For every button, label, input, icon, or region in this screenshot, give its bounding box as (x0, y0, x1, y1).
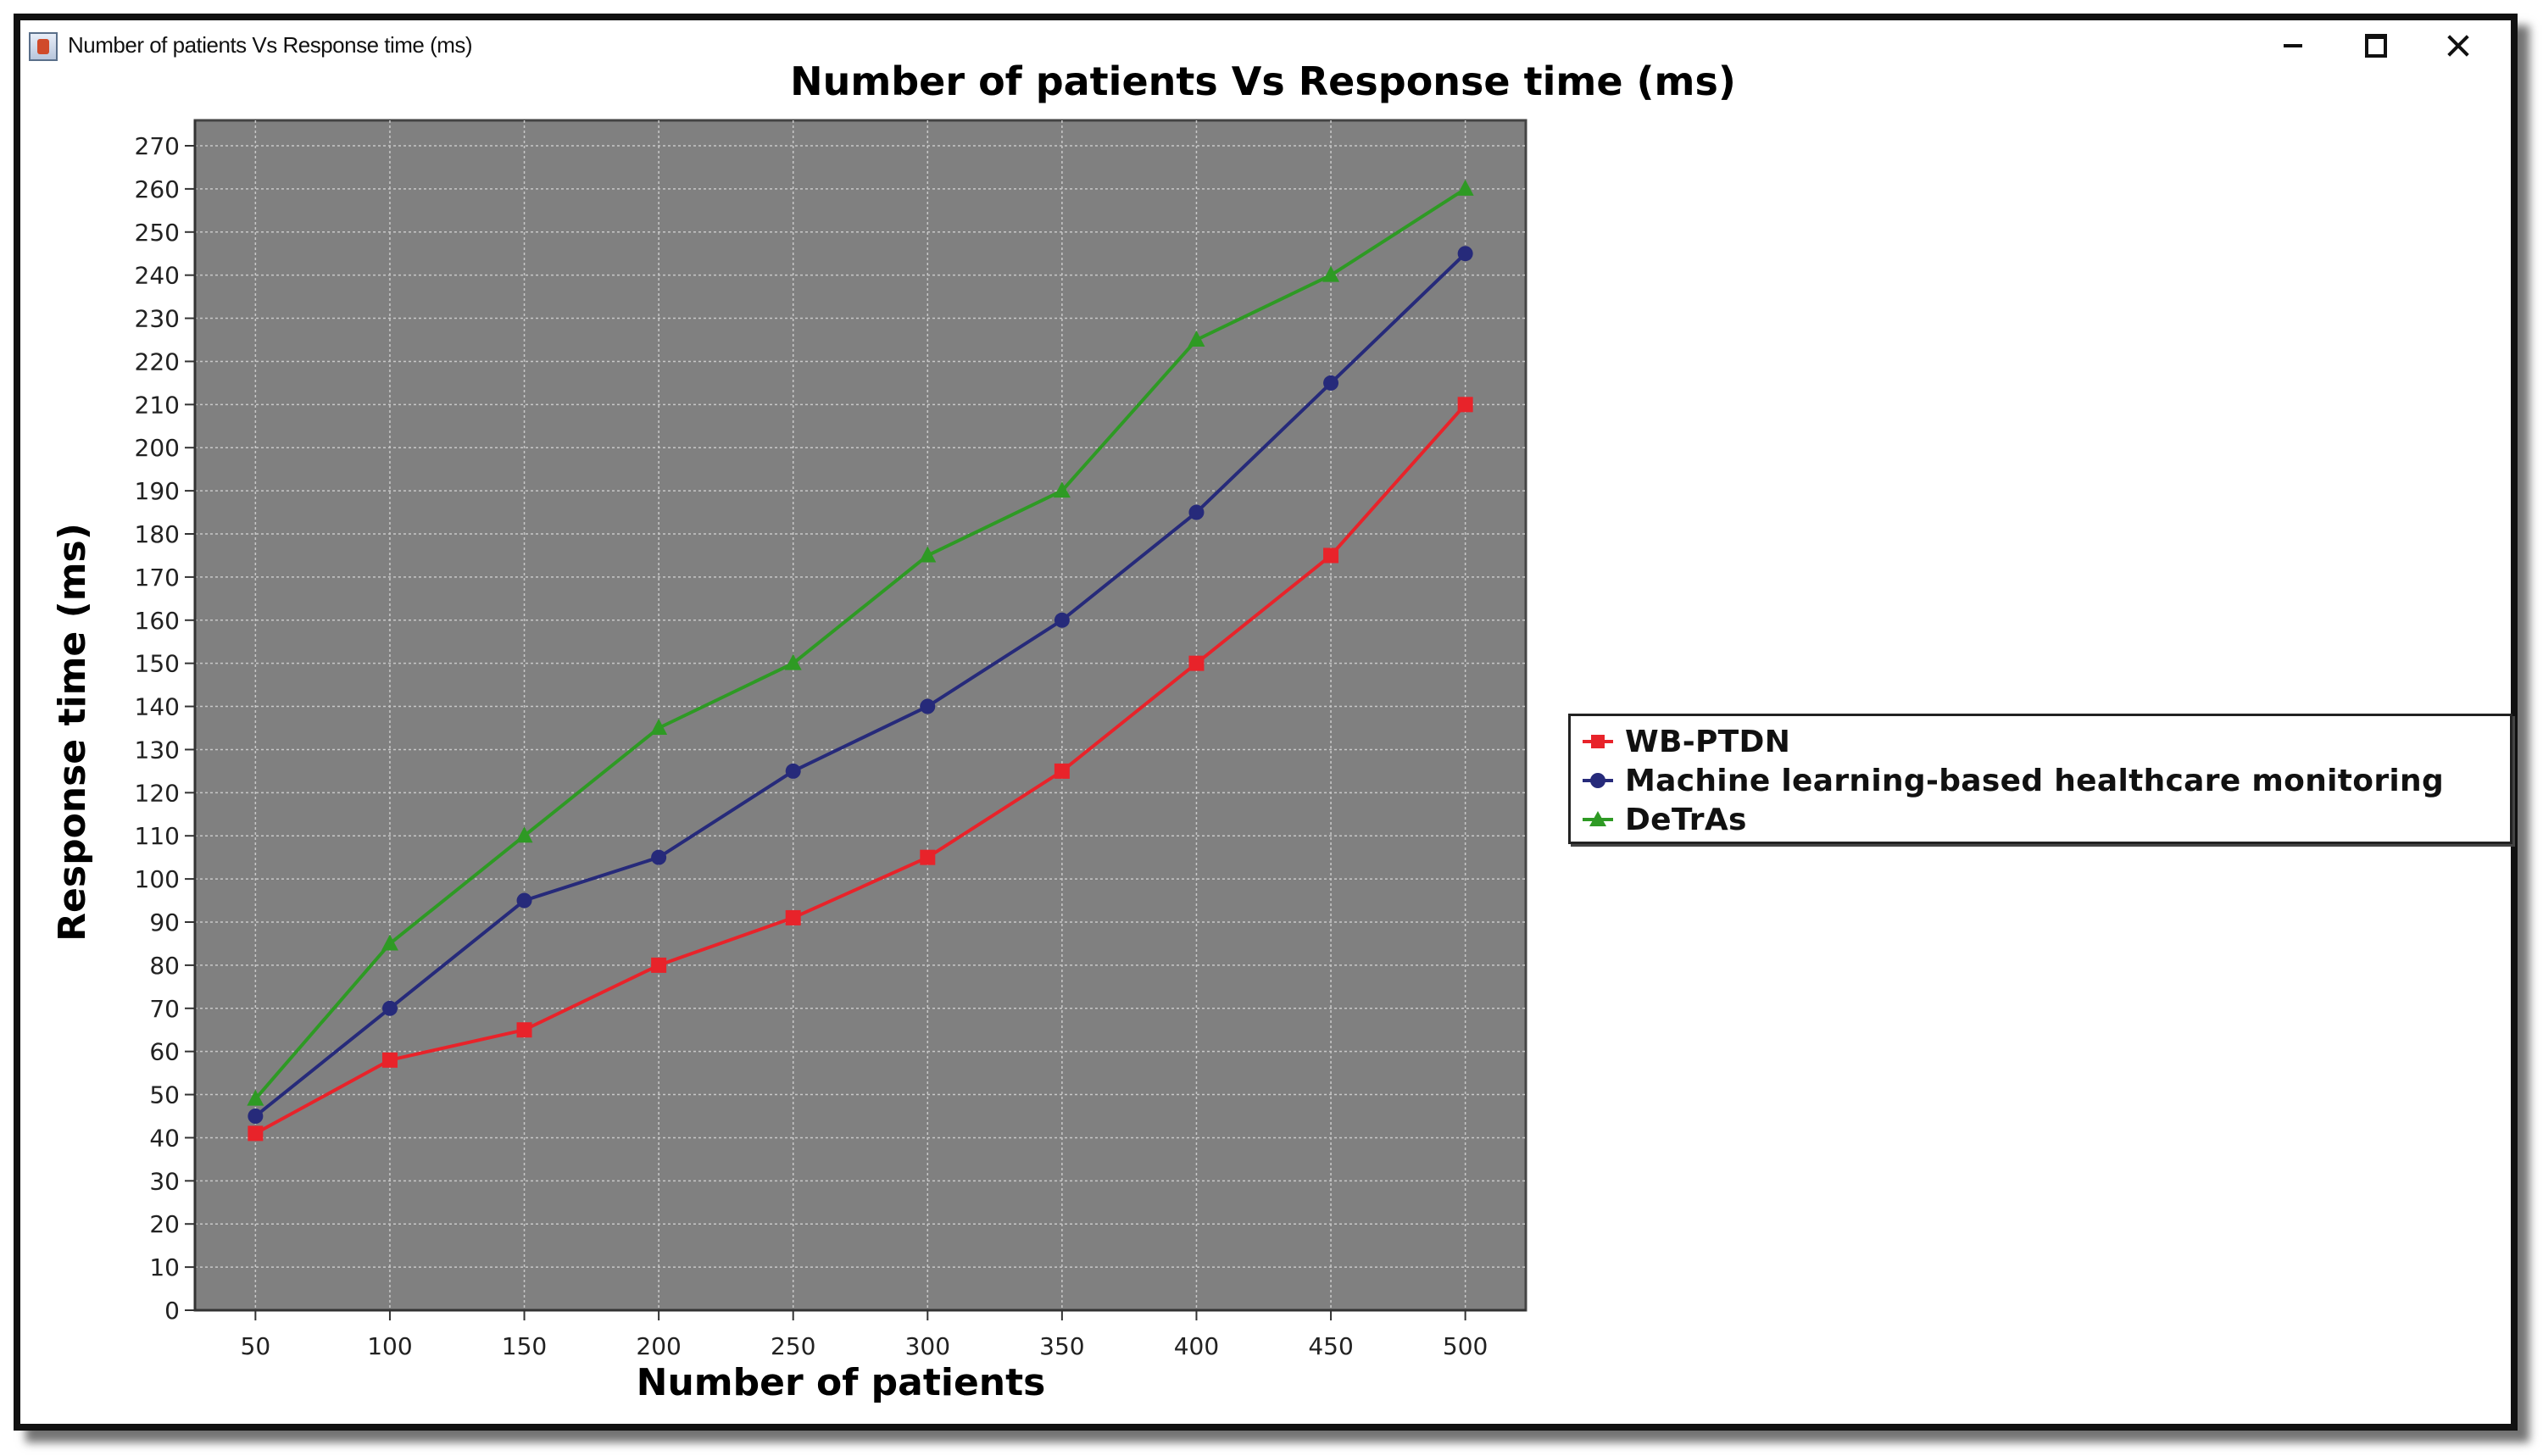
data-point-wb-ptdn (1188, 655, 1205, 671)
legend-circle-marker-icon (1579, 762, 1617, 799)
data-point-detras (650, 719, 668, 735)
y-tick-label: 210 (135, 391, 180, 419)
data-point-detras (1322, 265, 1340, 282)
y-tick-label: 200 (135, 434, 180, 462)
data-point-detras (919, 546, 937, 563)
y-tick-label: 150 (135, 650, 180, 678)
data-point-machine-learning-based-healthcare-monitoring (1188, 504, 1205, 520)
legend-square-marker-icon (1579, 723, 1617, 760)
data-point-machine-learning-based-healthcare-monitoring (381, 1000, 398, 1016)
series-line-wb-ptdn (254, 403, 1467, 1136)
y-tick-label: 110 (135, 822, 180, 850)
legend-item-detras: DeTrAs (1579, 801, 1747, 838)
data-point-wb-ptdn (1323, 547, 1339, 564)
x-tick-label: 500 (1443, 1332, 1488, 1360)
data-point-wb-ptdn (516, 1022, 532, 1038)
x-tick-label: 100 (367, 1332, 412, 1360)
x-tick-label: 250 (771, 1332, 815, 1360)
x-tick-label: 50 (241, 1332, 271, 1360)
x-tick-label: 400 (1174, 1332, 1219, 1360)
maximize-button[interactable] (2348, 25, 2399, 64)
x-tick-label: 350 (1039, 1332, 1084, 1360)
x-tick-label: 300 (905, 1332, 950, 1360)
data-point-detras (1456, 179, 1474, 196)
y-tick-label: 190 (135, 477, 180, 505)
data-point-machine-learning-based-healthcare-monitoring (248, 1109, 264, 1124)
plot-area (193, 119, 1527, 1312)
window-titlebar: Number of patients Vs Response time (ms) (20, 20, 2511, 73)
data-point-machine-learning-based-healthcare-monitoring (651, 849, 667, 865)
y-tick-label: 270 (135, 132, 180, 160)
data-point-wb-ptdn (651, 957, 667, 973)
data-point-detras (784, 653, 802, 670)
y-tick-label: 170 (135, 564, 180, 592)
data-point-wb-ptdn (381, 1052, 398, 1068)
series-line-detras (253, 187, 1466, 1100)
data-point-machine-learning-based-healthcare-monitoring (785, 763, 801, 779)
y-tick-label: 130 (135, 736, 180, 764)
x-axis-label: Number of patients (637, 1361, 1046, 1404)
data-point-machine-learning-based-healthcare-monitoring (516, 892, 532, 909)
y-tick-label: 230 (135, 305, 180, 333)
legend-triangle-marker-icon (1579, 801, 1617, 838)
y-tick-label: 250 (135, 219, 180, 247)
app-window: Number of patients Vs Response time (ms)… (14, 14, 2518, 1431)
data-point-machine-learning-based-healthcare-monitoring (1457, 246, 1473, 262)
y-tick-label: 120 (135, 779, 180, 807)
data-point-wb-ptdn (1054, 763, 1070, 779)
x-tick-label: 150 (502, 1332, 547, 1360)
line-chart: Number of patients Vs Response time (ms)… (51, 58, 1736, 1404)
java-app-icon (29, 32, 58, 61)
legend-label: WB-PTDN (1625, 724, 1791, 759)
legend-label: Machine learning-based healthcare monito… (1625, 763, 2445, 798)
y-tick-label: 160 (135, 607, 180, 635)
y-tick-label: 60 (149, 1038, 180, 1066)
y-tick-label: 0 (164, 1297, 180, 1325)
y-axis-label: Response time (ms) (51, 523, 94, 942)
y-tick-label: 30 (149, 1167, 180, 1195)
minimize-button[interactable] (2267, 25, 2318, 64)
y-tick-label: 70 (149, 995, 180, 1023)
y-tick-label: 50 (149, 1081, 180, 1109)
y-tick-label: 80 (149, 952, 180, 980)
y-tick-label: 20 (149, 1210, 180, 1238)
chart-legend: WB-PTDN Machine learning-based healthcar… (1568, 714, 2512, 844)
data-point-detras (515, 826, 533, 843)
y-tick-label: 40 (149, 1124, 180, 1152)
chart-title: Number of patients Vs Response time (ms) (790, 58, 1736, 104)
data-point-machine-learning-based-healthcare-monitoring (920, 698, 936, 714)
y-tick-label: 100 (135, 865, 180, 893)
data-point-detras (381, 934, 398, 951)
data-point-wb-ptdn (785, 909, 801, 925)
y-tick-label: 90 (149, 909, 180, 936)
data-point-machine-learning-based-healthcare-monitoring (1054, 612, 1070, 628)
data-point-wb-ptdn (1457, 397, 1473, 413)
legend-item-wb-ptdn: WB-PTDN (1579, 723, 1790, 760)
y-tick-label: 140 (135, 693, 180, 721)
data-point-wb-ptdn (920, 849, 936, 865)
data-point-detras (247, 1089, 264, 1106)
data-point-detras (1188, 331, 1205, 347)
series-line-machine-learning-based-healthcare-monitoring (254, 252, 1467, 1118)
legend-label: DeTrAs (1625, 802, 1747, 837)
window-title: Number of patients Vs Response time (ms) (68, 32, 473, 58)
y-tick-label: 220 (135, 347, 180, 375)
y-tick-label: 10 (149, 1253, 180, 1281)
y-tick-label: 240 (135, 262, 180, 290)
y-tick-label: 180 (135, 520, 180, 548)
x-tick-label: 200 (636, 1332, 681, 1360)
data-point-machine-learning-based-healthcare-monitoring (1323, 375, 1339, 391)
legend-item-ml-healthcare: Machine learning-based healthcare monito… (1579, 762, 2444, 799)
data-point-wb-ptdn (248, 1125, 264, 1142)
x-tick-label: 450 (1308, 1332, 1353, 1360)
data-point-detras (1053, 481, 1071, 498)
y-tick-label: 260 (135, 175, 180, 203)
